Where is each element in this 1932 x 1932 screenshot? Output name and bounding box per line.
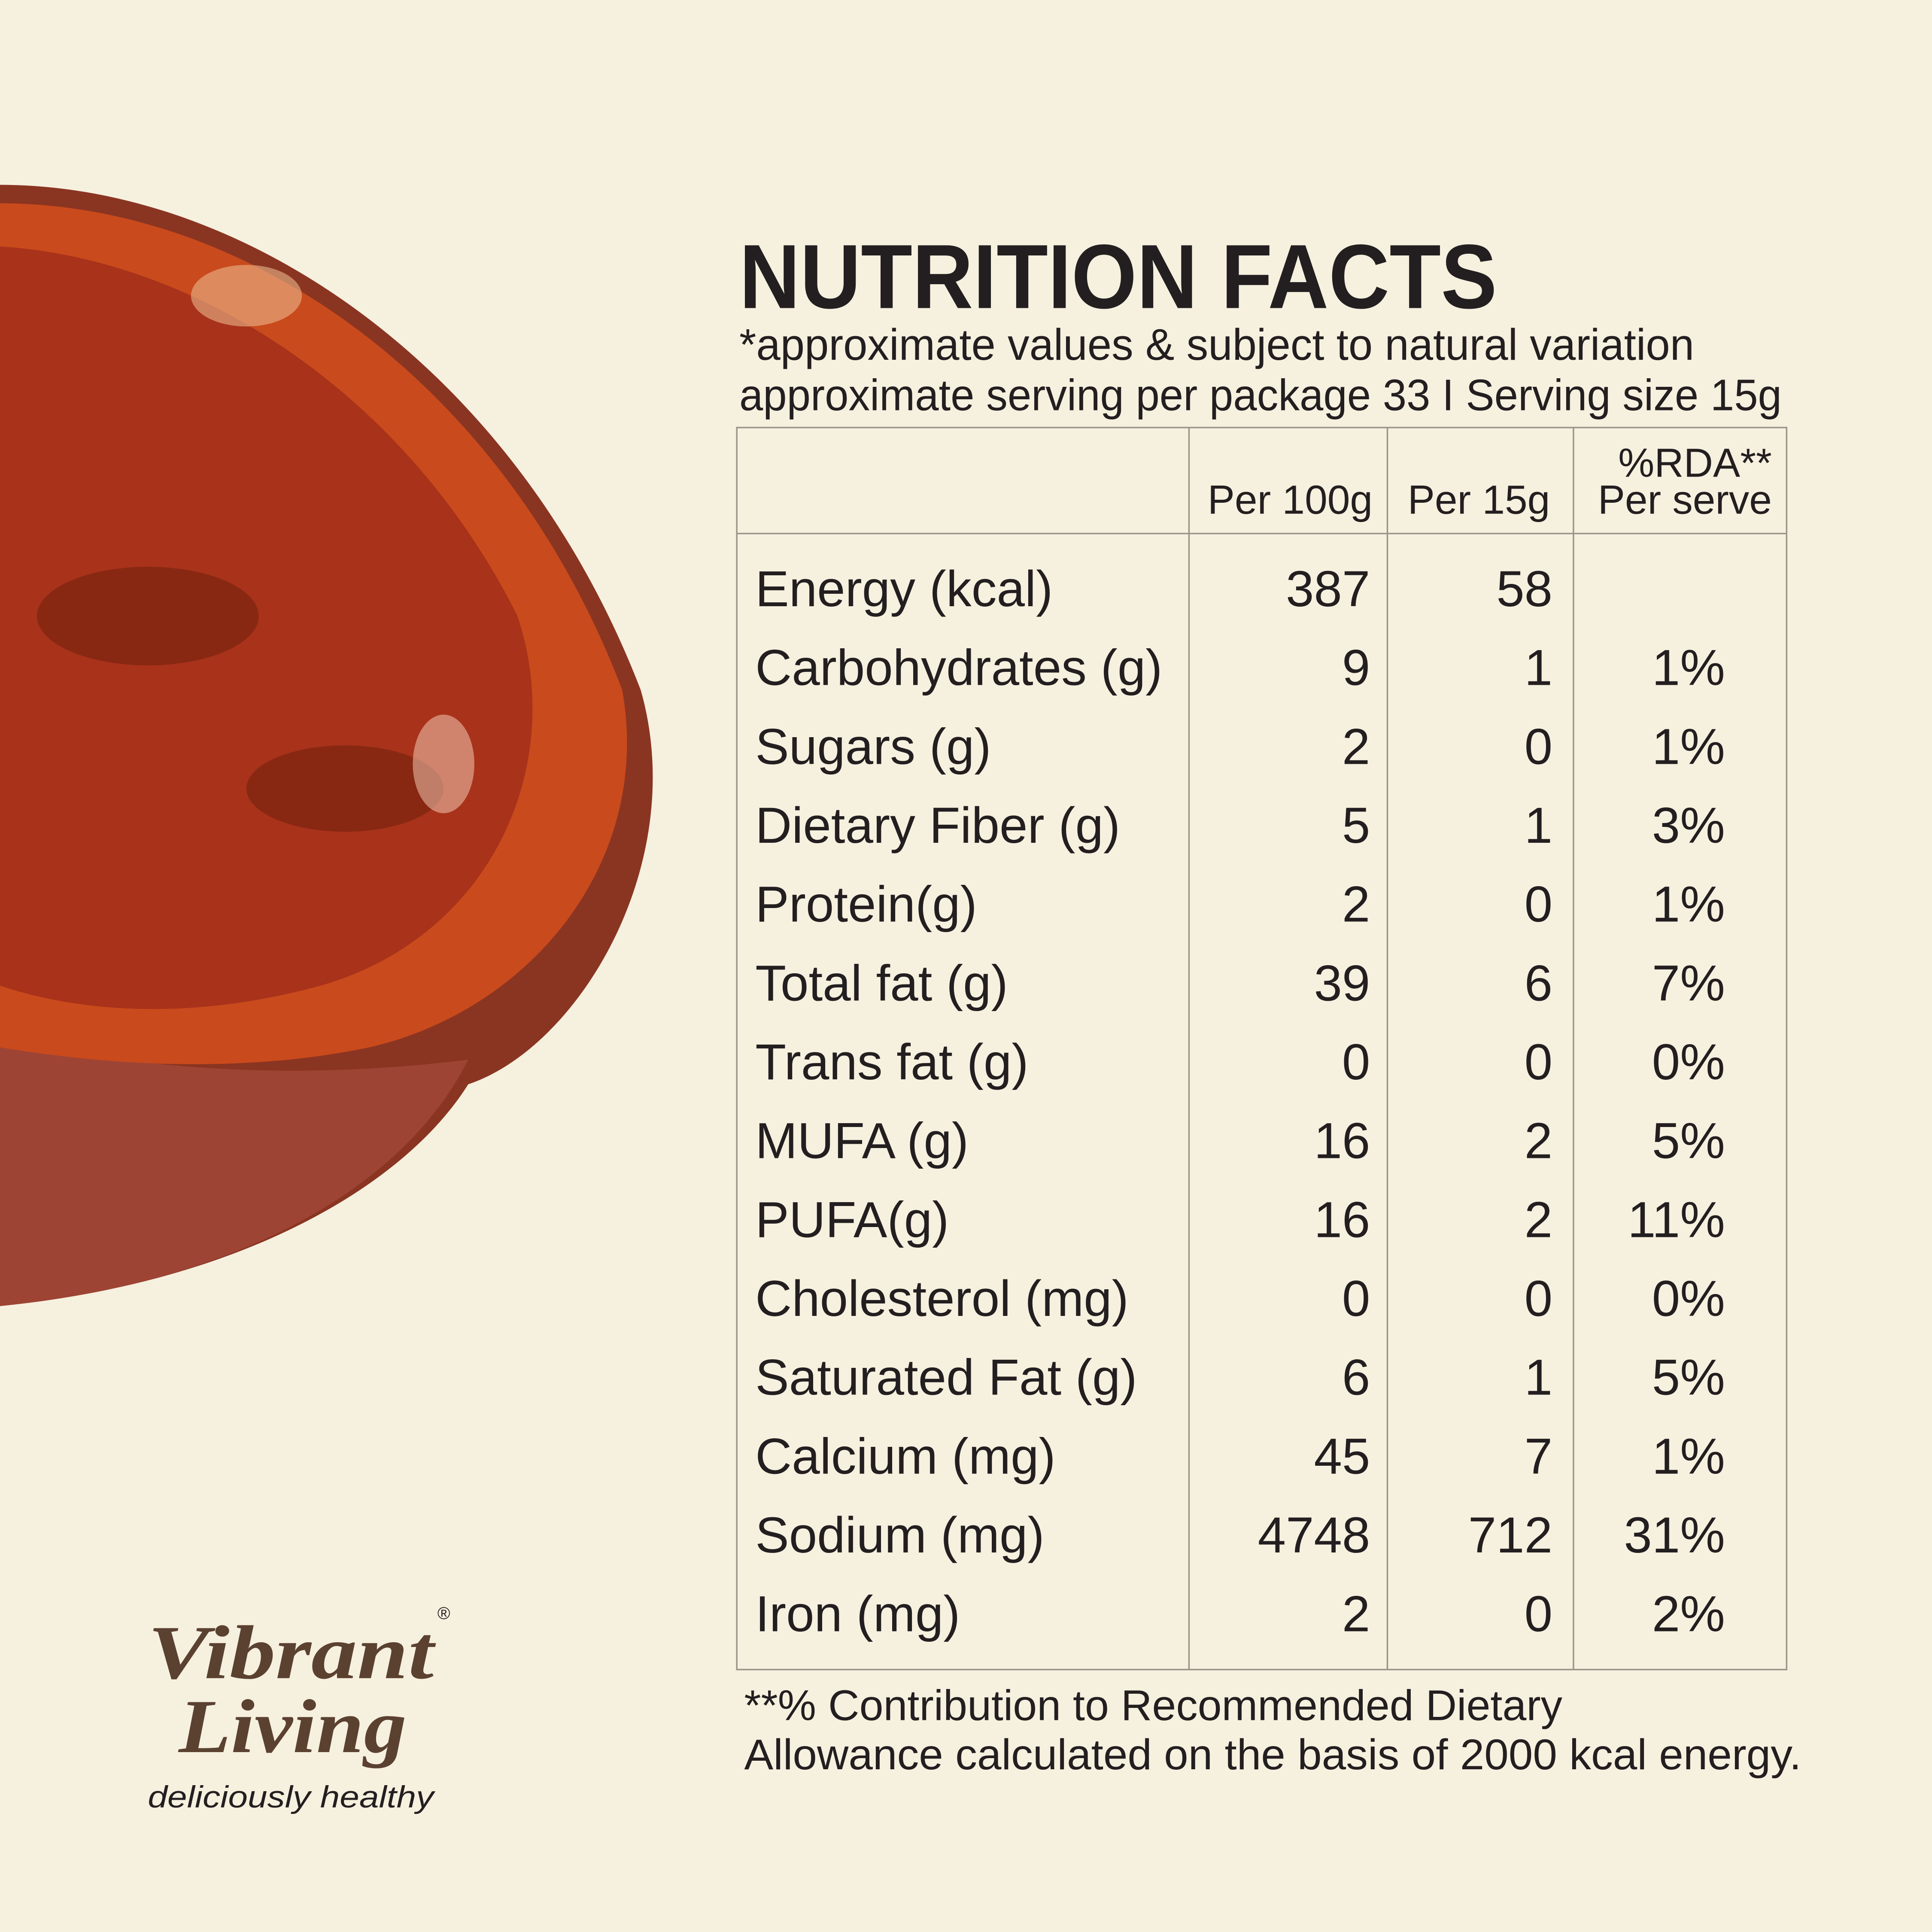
cell-value: 1% (1652, 1428, 1725, 1484)
cell-value: 3% (1652, 797, 1725, 854)
row-label: Calcium (mg) (755, 1428, 1055, 1484)
cell-value: 2 (1525, 1191, 1552, 1248)
row-label: Trans fat (g) (755, 1033, 1028, 1090)
cell-value: 387 (1286, 560, 1370, 617)
cell-value: 0 (1525, 1270, 1552, 1327)
footnote: **% Contribution to Recommended Dietary (744, 1681, 1562, 1729)
column-header: Per 100g (1208, 477, 1373, 523)
cell-value: 0 (1342, 1270, 1370, 1327)
cell-value: 1% (1652, 718, 1725, 775)
cell-value: 11% (1628, 1191, 1725, 1248)
tagline: deliciously healthy (148, 1780, 436, 1814)
cell-value: 0 (1525, 718, 1552, 775)
cell-value: 31% (1624, 1507, 1725, 1563)
cell-value: 6 (1525, 954, 1552, 1011)
cell-value: 9 (1342, 639, 1370, 696)
brand-name: Living (178, 1684, 407, 1769)
row-label: Sugars (g) (755, 718, 991, 775)
cell-value: 16 (1314, 1112, 1370, 1169)
cell-value: 2 (1342, 1586, 1370, 1642)
row-label: Dietary Fiber (g) (755, 797, 1120, 854)
cell-value: 16 (1314, 1191, 1370, 1248)
cell-value: 1 (1525, 797, 1552, 854)
title: NUTRITION FACTS (739, 226, 1497, 328)
cell-value: 1 (1525, 639, 1552, 696)
cell-value: 2% (1652, 1586, 1725, 1642)
row-label: Energy (kcal) (755, 560, 1053, 617)
cell-value: 5% (1652, 1349, 1725, 1406)
row-label: Cholesterol (mg) (755, 1270, 1129, 1327)
subtitle: *approximate values & subject to natural… (739, 319, 1694, 369)
cell-value: 2 (1342, 876, 1370, 933)
cell-value: 0 (1525, 1586, 1552, 1642)
cell-value: 6 (1342, 1349, 1370, 1406)
cell-value: 39 (1314, 954, 1370, 1011)
cell-value: 0 (1342, 1033, 1370, 1090)
row-label: Carbohydrates (g) (755, 639, 1162, 696)
cell-value: 7% (1652, 954, 1725, 1011)
row-label: Iron (mg) (755, 1586, 960, 1642)
row-label: Sodium (mg) (755, 1507, 1044, 1563)
serving-info: approximate serving per package 33 I Ser… (739, 370, 1782, 420)
column-header: Per 15g (1408, 477, 1550, 523)
cell-value: 0 (1525, 876, 1552, 933)
registered-mark: ® (437, 1604, 450, 1623)
cell-value: 45 (1314, 1428, 1370, 1484)
cell-value: 5% (1652, 1112, 1725, 1169)
cell-value: 0% (1652, 1270, 1725, 1327)
row-label: PUFA(g) (755, 1191, 949, 1248)
table-frame (736, 427, 1788, 1671)
cell-value: 1 (1525, 1349, 1552, 1406)
column-header: %RDA** (1618, 440, 1772, 486)
cell-value: 2 (1525, 1112, 1552, 1169)
cell-value: 1% (1652, 876, 1725, 933)
cell-value: 7 (1525, 1428, 1552, 1484)
row-label: Protein(g) (755, 876, 977, 933)
cell-value: 1% (1652, 639, 1725, 696)
cell-value: 0% (1652, 1033, 1725, 1090)
brand-name: Vibrant (148, 1610, 436, 1695)
footnote: Allowance calculated on the basis of 200… (744, 1731, 1801, 1779)
food-bowl (0, 185, 653, 1306)
cell-value: 0 (1525, 1033, 1552, 1090)
row-label: Saturated Fat (g) (755, 1349, 1137, 1406)
row-label: MUFA (g) (755, 1112, 969, 1169)
cell-value: 4748 (1258, 1507, 1370, 1563)
cell-value: 2 (1342, 718, 1370, 775)
column-header: Per serve (1598, 477, 1772, 523)
row-label: Total fat (g) (755, 954, 1008, 1011)
cell-value: 58 (1496, 560, 1552, 617)
cell-value: 712 (1468, 1507, 1552, 1563)
cell-value: 5 (1342, 797, 1370, 854)
